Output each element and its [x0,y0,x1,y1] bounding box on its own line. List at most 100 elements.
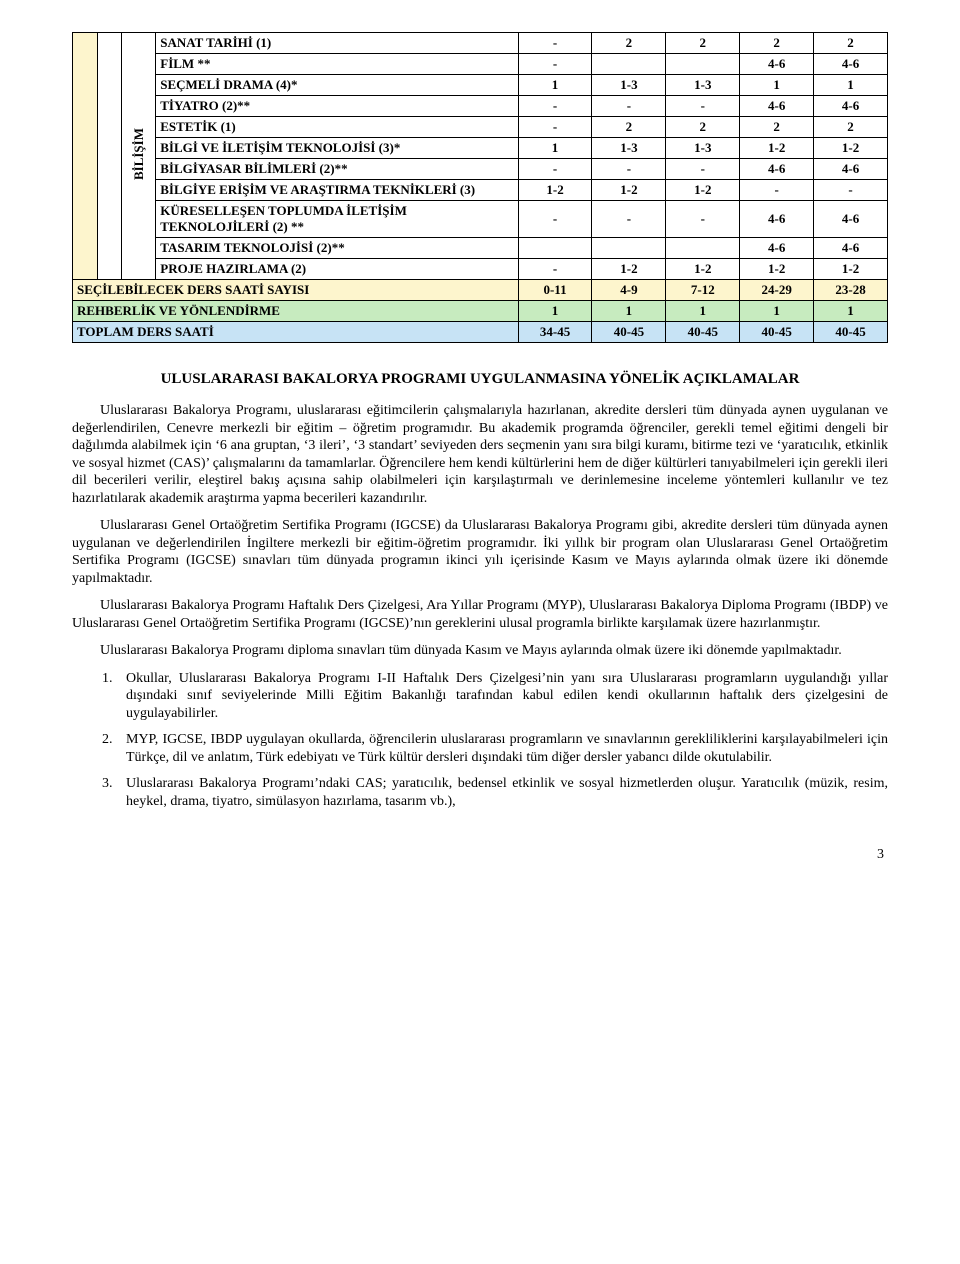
cell: 1 [814,75,888,96]
cell: - [518,33,592,54]
cell [666,54,740,75]
cell: - [518,54,592,75]
cell: 4-6 [814,201,888,238]
course-name: SEÇMELİ DRAMA (4)* [156,75,518,96]
rehberlik-row: REHBERLİK VE YÖNLENDİRME 1 1 1 1 1 [73,301,888,322]
course-name: ESTETİK (1) [156,117,518,138]
cell: 2 [814,33,888,54]
cell: - [518,201,592,238]
course-name: FİLM ** [156,54,518,75]
toplam-label: TOPLAM DERS SAATİ [73,322,519,343]
body-paragraph-2: Uluslararası Genel Ortaöğretim Sertifika… [72,517,888,587]
body-paragraph-3: Uluslararası Bakalorya Programı Haftalık… [72,597,888,632]
cell: 7-12 [666,280,740,301]
cell: 4-6 [814,238,888,259]
course-name: PROJE HAZIRLAMA (2) [156,259,518,280]
section-title: ULUSLARARASI BAKALORYA PROGRAMI UYGULANM… [72,371,888,388]
cell: 4-6 [740,96,814,117]
course-name: BİLGİ VE İLETİŞİM TEKNOLOJİSİ (3)* [156,138,518,159]
cell: 2 [592,117,666,138]
cell: 1-2 [814,138,888,159]
secilebilecek-label: SEÇİLEBİLECEK DERS SAATİ SAYISI [73,280,519,301]
cell: 4-6 [740,201,814,238]
cell: 1-2 [740,259,814,280]
cell: 24-29 [740,280,814,301]
cell: 1-3 [666,138,740,159]
cell: 1-2 [592,259,666,280]
course-name: TASARIM TEKNOLOJİSİ (2)** [156,238,518,259]
body-paragraph-4: Uluslararası Bakalorya Programı diploma … [72,642,888,660]
cell: 1-2 [740,138,814,159]
cell: 1 [666,301,740,322]
cell [592,54,666,75]
secilebilecek-row: SEÇİLEBİLECEK DERS SAATİ SAYISI 0-11 4-9… [73,280,888,301]
cell: 34-45 [518,322,592,343]
list-item: Uluslararası Bakalorya Programı’ndaki CA… [116,775,888,811]
course-name: TİYATRO (2)** [156,96,518,117]
cell: 4-9 [592,280,666,301]
cell: 2 [814,117,888,138]
cell: 1-3 [666,75,740,96]
cell: - [666,96,740,117]
cell: 1-3 [592,75,666,96]
cell: - [814,180,888,201]
cell: 40-45 [666,322,740,343]
bilisim-group-text: BİLİŞİM [131,128,147,180]
cell: - [592,201,666,238]
left-gutter-2 [97,33,122,280]
cell [518,238,592,259]
cell: - [518,96,592,117]
cell: 1 [518,138,592,159]
cell: 2 [592,33,666,54]
cell: 23-28 [814,280,888,301]
course-name: BİLGİYE ERİŞİM VE ARAŞTIRMA TEKNİKLERİ (… [156,180,518,201]
rehberlik-label: REHBERLİK VE YÖNLENDİRME [73,301,519,322]
cell: 4-6 [740,159,814,180]
cell: 1 [740,75,814,96]
cell: - [592,96,666,117]
cell: 2 [740,117,814,138]
list-item: MYP, IGCSE, IBDP uygulayan okullarda, öğ… [116,731,888,767]
cell: - [666,159,740,180]
numbered-list: Okullar, Uluslararası Bakalorya Programı… [72,670,888,811]
cell: 2 [666,117,740,138]
cell: - [518,159,592,180]
cell: - [740,180,814,201]
toplam-row: TOPLAM DERS SAATİ 34-45 40-45 40-45 40-4… [73,322,888,343]
cell [592,238,666,259]
cell: 1-2 [592,180,666,201]
list-item: Okullar, Uluslararası Bakalorya Programı… [116,670,888,724]
cell: 4-6 [814,54,888,75]
cell: 0-11 [518,280,592,301]
course-name: SANAT TARİHİ (1) [156,33,518,54]
cell: 4-6 [814,159,888,180]
cell: 1-2 [814,259,888,280]
cell: - [592,159,666,180]
cell: 1 [740,301,814,322]
cell: 4-6 [740,54,814,75]
cell: 1-2 [666,259,740,280]
bilisim-group-label: BİLİŞİM [122,33,156,280]
page-number: 3 [72,847,888,863]
cell [666,238,740,259]
body-paragraph-1: Uluslararası Bakalorya Programı, uluslar… [72,402,888,507]
left-gutter-1 [73,33,98,280]
cell: 1-2 [518,180,592,201]
cell: 1 [814,301,888,322]
cell: - [666,201,740,238]
course-name: BİLGİYASAR BİLİMLERİ (2)** [156,159,518,180]
course-name: KÜRESELLEŞEN TOPLUMDA İLETİŞİM TEKNOLOJİ… [156,201,518,238]
cell: 40-45 [814,322,888,343]
cell: 4-6 [740,238,814,259]
cell: 1 [592,301,666,322]
cell: 1 [518,75,592,96]
cell: 4-6 [814,96,888,117]
cell: 2 [740,33,814,54]
cell: - [518,259,592,280]
cell: 1-3 [592,138,666,159]
cell: 40-45 [740,322,814,343]
cell: - [518,117,592,138]
cell: 2 [666,33,740,54]
cell: 40-45 [592,322,666,343]
cell: 1 [518,301,592,322]
